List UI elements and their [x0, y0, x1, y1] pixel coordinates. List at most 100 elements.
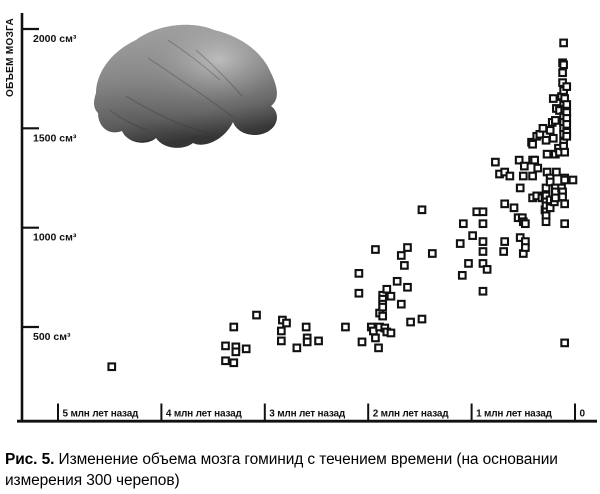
- data-point: [528, 139, 537, 149]
- data-point: [482, 265, 492, 274]
- data-point: [302, 337, 312, 347]
- data-point: [491, 157, 500, 167]
- data-point: [282, 318, 291, 328]
- data-point: [478, 219, 488, 229]
- data-point: [541, 135, 551, 145]
- data-point: [354, 288, 364, 298]
- data-point: [382, 284, 392, 294]
- axes: 2000 см³ 1500 см³ 1000 см³ 500 см³ 5 млн лет…: [5, 13, 597, 423]
- data-point: [542, 149, 552, 159]
- data-point: [231, 347, 241, 357]
- data-point: [221, 356, 230, 366]
- y-tick-label: 1500 см³: [33, 132, 77, 144]
- data-point: [378, 302, 388, 312]
- x-tick-label: 2 млн лет назад: [373, 409, 450, 420]
- data-point: [548, 94, 558, 103]
- data-point: [514, 155, 524, 165]
- data-point: [252, 310, 261, 320]
- data-point: [552, 167, 561, 177]
- data-point: [427, 249, 437, 258]
- data-point: [229, 358, 239, 368]
- data-point: [457, 270, 467, 280]
- data-point: [559, 38, 568, 48]
- data-point: [478, 237, 488, 246]
- data-point: [357, 337, 367, 347]
- data-point: [396, 251, 406, 260]
- data-point: [371, 245, 380, 254]
- data-point: [354, 269, 364, 278]
- data-point: [386, 328, 396, 338]
- x-tick-label: 3 млн лет назад: [269, 409, 346, 420]
- x-tick-label: 0: [580, 409, 586, 420]
- data-point: [314, 336, 323, 346]
- x-tick-label: 5 млн лет назад: [63, 409, 140, 420]
- scatter-points: [107, 38, 578, 372]
- data-point: [396, 299, 406, 309]
- data-point: [374, 343, 383, 353]
- data-point: [276, 336, 286, 346]
- caption-label: Рис. 5.: [5, 451, 55, 468]
- data-point: [521, 243, 530, 252]
- data-point: [509, 203, 519, 213]
- data-point: [392, 276, 402, 286]
- figure-caption: Рис. 5. Изменение объема мозга гоминид с…: [5, 449, 577, 491]
- data-point: [400, 261, 409, 270]
- y-tick-label: 500 см³: [33, 331, 71, 343]
- data-point: [229, 322, 239, 332]
- brain-endocast-image: [94, 24, 277, 148]
- data-point: [221, 341, 230, 351]
- y-axis-title: ОБЪЕМ МОЗГА: [5, 18, 16, 97]
- x-tick-label: 4 млн лет назад: [166, 409, 243, 420]
- data-point: [406, 317, 415, 327]
- data-point: [562, 82, 572, 91]
- data-point: [403, 282, 412, 292]
- data-point: [530, 155, 540, 165]
- data-point: [464, 259, 473, 268]
- data-point: [558, 192, 567, 202]
- data-point: [341, 322, 350, 332]
- data-point: [499, 247, 509, 256]
- data-point: [378, 311, 388, 321]
- data-point: [562, 120, 572, 129]
- data-point: [515, 183, 525, 193]
- data-point: [560, 338, 570, 348]
- data-point: [560, 175, 570, 185]
- data-point: [276, 326, 286, 336]
- data-point: [458, 219, 468, 229]
- data-point: [292, 343, 302, 353]
- data-point: [500, 199, 510, 209]
- data-point: [562, 131, 572, 141]
- data-point: [478, 286, 488, 296]
- data-point: [559, 60, 568, 70]
- data-point: [545, 177, 555, 187]
- data-point: [568, 175, 578, 185]
- data-point: [521, 219, 530, 229]
- data-point: [417, 314, 427, 324]
- data-point: [528, 171, 537, 181]
- data-point: [519, 161, 529, 171]
- caption-text: Изменение объема мозга гоминид с течение…: [5, 451, 558, 489]
- data-point: [371, 333, 380, 343]
- data-point: [545, 125, 555, 135]
- data-point: [403, 243, 412, 252]
- data-point: [551, 193, 560, 203]
- data-point: [241, 344, 251, 354]
- data-point: [560, 219, 570, 229]
- data-point: [541, 217, 551, 227]
- data-point: [478, 247, 488, 256]
- data-point: [562, 100, 572, 109]
- data-point: [533, 163, 543, 173]
- data-point: [548, 133, 558, 143]
- data-point: [558, 68, 567, 78]
- data-point: [468, 231, 477, 240]
- x-tick-label: 1 млн лет назад: [476, 409, 553, 420]
- y-tick-label: 1000 см³: [33, 232, 77, 244]
- data-point: [538, 123, 548, 133]
- brain-volume-chart: 2000 см³ 1500 см³ 1000 см³ 500 см³ 5 млн лет…: [5, 13, 597, 423]
- data-point: [560, 147, 570, 157]
- data-point: [455, 239, 465, 248]
- data-point: [551, 116, 560, 125]
- data-point: [301, 322, 311, 332]
- data-point: [560, 199, 570, 209]
